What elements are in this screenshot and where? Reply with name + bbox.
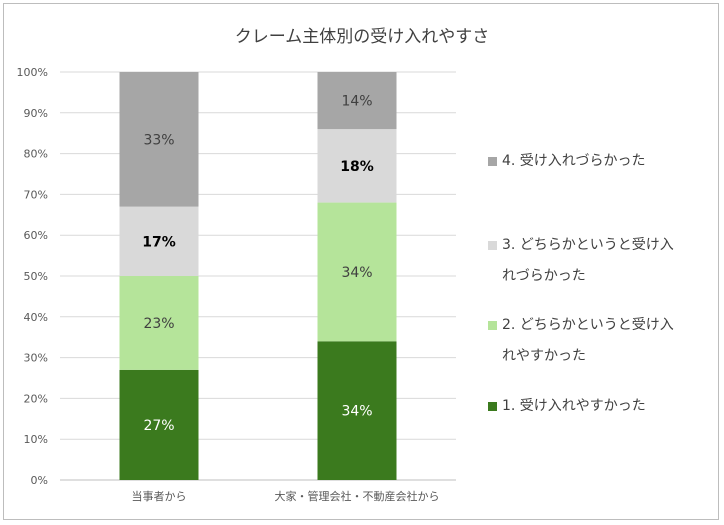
y-tick-label: 20% [24,392,48,405]
y-tick-label: 0% [31,474,48,487]
x-tick-label: 大家・管理会社・不動産会社から [275,489,440,503]
chart-title: クレーム主体別の受け入れやすさ [234,27,490,47]
y-tick-label: 30% [24,352,48,365]
legend-swatch [488,402,497,411]
legend-label: れやすかった [502,348,586,364]
data-label: 34% [341,404,372,420]
data-label: 23% [143,316,174,332]
data-label: 27% [143,418,174,434]
legend-item: 2. どちらかというと受け入 れやすかった [488,310,714,372]
legend-swatch [488,241,497,250]
legend-label: 2. どちらかというと受け入 [502,317,674,333]
data-label: 34% [341,265,372,281]
data-label: 18% [340,159,374,175]
legend-label: れづらかった [502,268,586,284]
data-label: 33% [143,132,174,148]
bar-segment [317,341,397,480]
y-tick-label: 10% [24,433,48,446]
y-tick-label: 40% [24,311,48,324]
y-tick-label: 50% [24,270,48,283]
legend-item: 1. 受け入れやすかった [488,391,714,422]
legend-item: 3. どちらかというと受け入 れづらかった [488,230,714,292]
bar-segment [119,276,199,370]
legend-swatch [488,321,497,330]
bar-segment [317,72,397,130]
x-tick-label: 当事者から [132,489,187,503]
y-tick-label: 80% [24,148,48,161]
legend-swatch [488,157,497,166]
legend-label: 1. 受け入れやすかった [502,398,646,414]
y-tick-label: 70% [24,188,48,201]
bar-segment [119,369,199,480]
legend-item: 4. 受け入れづらかった [488,146,714,177]
legend-label: 3. どちらかというと受け入 [502,237,674,253]
bar-segment [317,202,397,342]
data-label: 17% [142,234,176,250]
bar-segment [317,129,397,203]
bar-segment [119,72,199,207]
y-tick-label: 60% [24,229,48,242]
bar-segment [119,206,199,276]
data-label: 14% [341,94,372,110]
legend-label: 4. 受け入れづらかった [502,153,646,169]
y-tick-label: 100% [17,66,48,79]
y-tick-label: 90% [24,107,48,120]
